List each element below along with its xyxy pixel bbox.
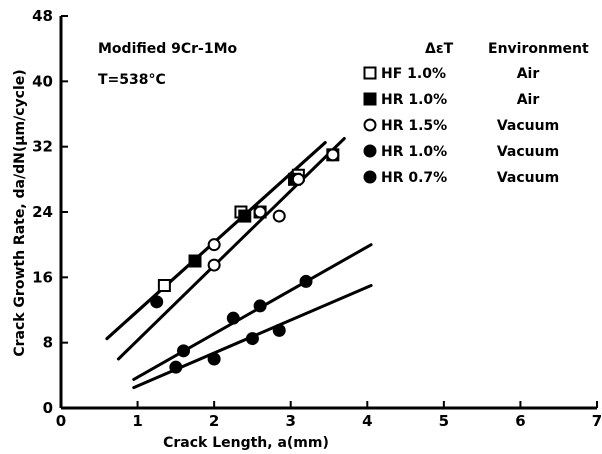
axes: 0 1 2 3 4 5 6 7 0 8 16 24 32 40 48 bbox=[32, 7, 602, 430]
legend-marker-4 bbox=[363, 144, 377, 158]
data-point bbox=[245, 332, 259, 346]
legend-label-1: HF 1.0% bbox=[381, 66, 446, 82]
x-axis-title: Crack Length, a(mm) bbox=[163, 435, 329, 451]
legend-environment-5: Vacuum bbox=[497, 170, 559, 186]
y-tick-label: 8 bbox=[43, 334, 53, 352]
data-points bbox=[150, 148, 340, 374]
y-axis-title: Crack Growth Rate, da/dN(µm/cycle) bbox=[12, 69, 28, 356]
x-tick-label: 1 bbox=[132, 412, 142, 430]
data-point bbox=[326, 148, 340, 162]
x-tick-label: 0 bbox=[56, 412, 66, 430]
fit-line-4 bbox=[132, 243, 373, 381]
y-tick-label: 0 bbox=[43, 399, 53, 417]
material-annotation: Modified 9Cr-1Mo bbox=[98, 41, 238, 57]
data-point bbox=[207, 258, 221, 272]
legend-label-3: HR 1.5% bbox=[381, 118, 447, 134]
data-point bbox=[291, 172, 305, 186]
legend-marker-1 bbox=[363, 66, 377, 80]
data-point bbox=[253, 205, 267, 219]
legend-marker-3 bbox=[363, 118, 377, 132]
legend-environment-4: Vacuum bbox=[497, 144, 559, 160]
x-tick-label: 4 bbox=[362, 412, 372, 430]
x-tick-label: 2 bbox=[209, 412, 219, 430]
data-point bbox=[188, 254, 202, 268]
data-point bbox=[150, 295, 164, 309]
legend-header-strain: ΔεT bbox=[425, 41, 454, 57]
fit-lines bbox=[105, 137, 373, 390]
data-point bbox=[299, 274, 313, 288]
legend-label-2: HR 1.0% bbox=[381, 92, 447, 108]
legend-environment-2: Air bbox=[517, 92, 540, 108]
legend: HF 1.0% Air HR 1.0% Air HR 1.5% Vacuum HR 1.0%… bbox=[363, 66, 559, 186]
temperature-annotation: T=538°C bbox=[98, 72, 166, 88]
legend-label-5: HR 0.7% bbox=[381, 170, 447, 186]
data-point bbox=[253, 299, 267, 313]
x-tick-label: 5 bbox=[439, 412, 449, 430]
data-point bbox=[226, 311, 240, 325]
y-tick-label: 32 bbox=[32, 138, 53, 156]
y-tick-label: 16 bbox=[32, 268, 53, 286]
data-point bbox=[207, 352, 221, 366]
data-point bbox=[177, 344, 191, 358]
data-point bbox=[157, 279, 171, 292]
y-tick-label: 40 bbox=[32, 72, 53, 90]
data-point bbox=[238, 209, 252, 223]
x-tick-label: 6 bbox=[515, 412, 525, 430]
x-tick-label: 7 bbox=[592, 412, 602, 430]
y-tick-label: 24 bbox=[32, 203, 53, 221]
x-tick-label: 3 bbox=[285, 412, 295, 430]
data-point bbox=[272, 323, 286, 337]
legend-header-environment: Environment bbox=[488, 41, 589, 57]
legend-environment-3: Vacuum bbox=[497, 118, 559, 134]
legend-marker-2 bbox=[363, 92, 377, 106]
legend-label-4: HR 1.0% bbox=[381, 144, 447, 160]
data-point bbox=[169, 360, 183, 374]
y-tick-label: 48 bbox=[32, 7, 53, 25]
data-point bbox=[207, 238, 221, 252]
data-point bbox=[272, 209, 286, 223]
legend-environment-1: Air bbox=[517, 66, 540, 82]
fit-line-3 bbox=[116, 137, 346, 361]
legend-marker-5 bbox=[363, 170, 377, 184]
